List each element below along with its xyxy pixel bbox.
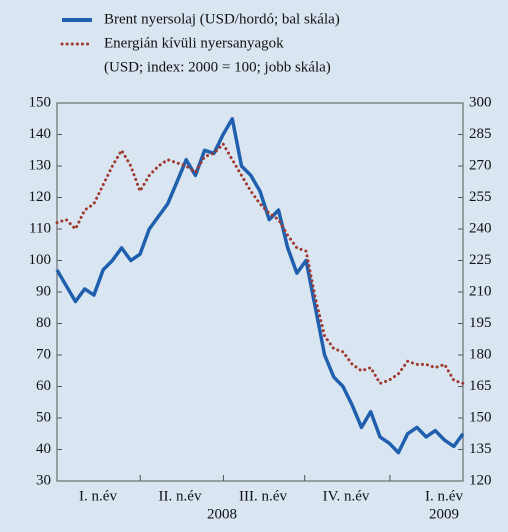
y-tick-label: 80 (36, 315, 51, 331)
y2-tick-label: 285 (469, 126, 492, 142)
legend-note: (USD; index: 2000 = 100; jobb skála) (104, 59, 331, 75)
y-tick-label: 70 (36, 346, 51, 362)
y-tick-label: 60 (36, 378, 51, 394)
y-tick-label: 130 (29, 157, 52, 173)
y2-tick-label: 165 (469, 378, 492, 394)
y2-tick-label: 300 (469, 94, 492, 110)
series-line (55, 117, 465, 455)
series-line (55, 142, 465, 385)
y2-tick-label: 270 (469, 157, 492, 173)
y2-tick-label: 210 (469, 283, 492, 299)
y2-tick-label: 180 (469, 346, 492, 362)
y-tick-label: 150 (29, 94, 52, 110)
plot-frame (56, 102, 464, 482)
y-tick-label: 110 (29, 220, 51, 236)
y2-tick-label: 225 (469, 252, 492, 268)
x-tick-label: I. n.év (425, 488, 463, 504)
y-tick-label: 40 (36, 441, 51, 457)
y-tick-label: 140 (29, 126, 52, 142)
y-tick-label: 120 (29, 189, 52, 205)
legend-label: Brent nyersolaj (USD/hordó; bal skála) (104, 11, 340, 27)
legend-label: Energián kívüli nyersanyagok (104, 35, 284, 51)
y2-tick-label: 195 (469, 315, 492, 331)
y-tick-label: 100 (29, 252, 52, 268)
x-tick-label: III. n.év (239, 488, 287, 504)
year-label: 2009 (429, 506, 459, 522)
y2-tick-label: 120 (469, 472, 492, 488)
x-tick-label: IV. n.év (323, 488, 370, 504)
y-tick-label: 90 (36, 283, 51, 299)
y2-tick-label: 240 (469, 220, 492, 236)
x-tick-label: II. n.év (159, 488, 202, 504)
y2-tick-label: 135 (469, 441, 492, 457)
y2-tick-label: 255 (469, 189, 492, 205)
x-tick-label: I. n.év (79, 488, 117, 504)
year-label: 2008 (207, 506, 237, 522)
y2-tick-label: 150 (469, 409, 492, 425)
y-tick-label: 50 (36, 409, 51, 425)
y-tick-label: 30 (36, 472, 51, 488)
